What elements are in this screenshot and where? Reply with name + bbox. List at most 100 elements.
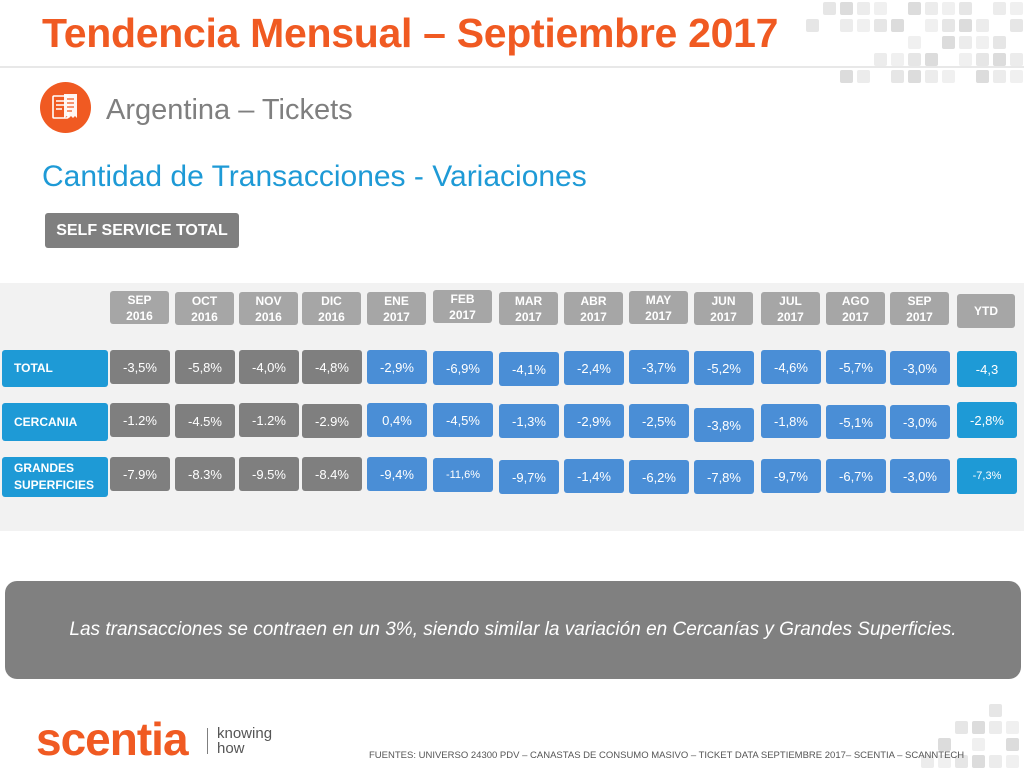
month-year: 2016	[126, 308, 153, 323]
value-cell: -4,1%	[499, 352, 559, 386]
segment-button[interactable]: SELF SERVICE TOTAL	[45, 213, 239, 248]
month-name: OCT	[191, 293, 218, 308]
month-header: DIC 2016	[302, 292, 361, 325]
value-cell: -4,6%	[761, 350, 821, 384]
value-cell: -1,3%	[499, 404, 559, 438]
tagline-line-1: knowing	[217, 725, 273, 742]
month-header: FEB 2017	[433, 290, 492, 323]
month-name: NOV	[255, 293, 282, 308]
month-year: 2017	[449, 307, 476, 322]
month-year: 2017	[777, 309, 804, 324]
month-year: 2017	[515, 309, 542, 324]
value-cell: -2,4%	[564, 351, 624, 385]
value-cell: -1,8%	[761, 404, 821, 438]
month-year: 2017	[645, 308, 672, 323]
logo-divider	[207, 728, 208, 754]
value-cell: -5,1%	[826, 405, 886, 439]
month-header: JUL 2017	[761, 292, 820, 325]
value-cell: -3,0%	[890, 351, 950, 385]
month-name: MAY	[645, 292, 672, 307]
tagline-line-2: how	[217, 740, 245, 757]
value-cell: -5,8%	[175, 350, 235, 384]
month-name: SEP	[907, 293, 932, 308]
month-header: JUN 2017	[694, 292, 753, 325]
value-cell: -1.2%	[110, 403, 170, 437]
value-cell: -6,9%	[433, 351, 493, 385]
month-header: ENE 2017	[367, 292, 426, 325]
value-cell: -11,6%	[433, 458, 493, 492]
value-cell: -1.2%	[239, 403, 299, 437]
month-year: 2016	[255, 309, 282, 324]
value-cell: -3,7%	[629, 350, 689, 384]
row-label: TOTAL	[2, 350, 108, 387]
month-header: OCT 2016	[175, 292, 234, 325]
month-name: SEP	[127, 292, 152, 307]
value-cell: -9,7%	[761, 459, 821, 493]
ytd-cell: -4,3	[957, 351, 1017, 387]
value-cell: -9,4%	[367, 457, 427, 491]
month-header: SEP 2017	[890, 292, 949, 325]
month-year: 2016	[318, 309, 345, 324]
value-cell: -4,0%	[239, 350, 299, 384]
month-name: AGO	[841, 293, 870, 308]
ytd-cell: -7,3%	[957, 458, 1017, 494]
value-cell: -6,7%	[826, 459, 886, 493]
value-cell: -5,7%	[826, 350, 886, 384]
month-name: FEB	[450, 291, 475, 306]
sources-footer: FUENTES: UNIVERSO 24300 PDV – CANASTAS D…	[369, 750, 965, 761]
month-header: ABR 2017	[564, 292, 623, 325]
month-name: JUL	[779, 293, 802, 308]
month-year: 2017	[383, 309, 410, 324]
month-name: JUN	[711, 293, 736, 308]
month-year: 2017	[580, 309, 607, 324]
month-header: AGO 2017	[826, 292, 885, 325]
section-subtitle: Argentina – Tickets	[106, 94, 353, 126]
month-header: MAR 2017	[499, 292, 558, 325]
value-cell: -4,5%	[433, 403, 493, 437]
summary-box	[5, 581, 1021, 679]
month-year: 2017	[906, 309, 933, 324]
row-label: CERCANIA	[2, 403, 108, 441]
value-cell: -2,5%	[629, 404, 689, 438]
value-cell: -2,9%	[367, 350, 427, 384]
value-cell: -6,2%	[629, 460, 689, 494]
month-name: DIC	[321, 293, 342, 308]
value-cell: 0,4%	[367, 403, 427, 437]
month-year: 2016	[191, 309, 218, 324]
month-name: MAR	[514, 293, 543, 308]
value-cell: -3,5%	[110, 350, 170, 384]
value-cell: -1,4%	[564, 459, 624, 493]
value-cell: -7,8%	[694, 460, 754, 494]
page-title: Tendencia Mensual – Septiembre 2017	[42, 10, 779, 56]
summary-text: Las transacciones se contraen en un 3%, …	[69, 619, 957, 640]
decorative-squares-bottom	[900, 700, 1024, 768]
value-cell: -8.3%	[175, 457, 235, 491]
scentia-logo: scentia	[36, 713, 189, 765]
brand-tagline: knowing how	[217, 726, 272, 756]
month-year: 2017	[710, 309, 737, 324]
ytd-header: YTD	[957, 294, 1015, 328]
value-cell: -2.9%	[302, 404, 362, 438]
value-cell: -3,0%	[890, 405, 950, 439]
decorative-squares-top	[800, 0, 1024, 100]
title-divider	[0, 66, 1024, 68]
value-cell: -7.9%	[110, 457, 170, 491]
value-cell: -9,7%	[499, 460, 559, 494]
value-cell: -8.4%	[302, 457, 362, 491]
value-cell: -3,0%	[890, 459, 950, 493]
chart-heading: Cantidad de Transacciones - Variaciones	[42, 160, 587, 193]
receipt-icon	[40, 82, 91, 133]
month-header: MAY 2017	[629, 291, 688, 324]
value-cell: -5,2%	[694, 351, 754, 385]
month-name: ABR	[580, 293, 607, 308]
row-label: GRANDES SUPERFICIES	[2, 457, 108, 497]
month-name: ENE	[384, 293, 409, 308]
value-cell: -4.5%	[175, 404, 235, 438]
value-cell: -3,8%	[694, 408, 754, 442]
value-cell: -9.5%	[239, 457, 299, 491]
ytd-cell: -2,8%	[957, 402, 1017, 438]
month-header: SEP 2016	[110, 291, 169, 324]
value-cell: -2,9%	[564, 404, 624, 438]
month-year: 2017	[842, 309, 869, 324]
